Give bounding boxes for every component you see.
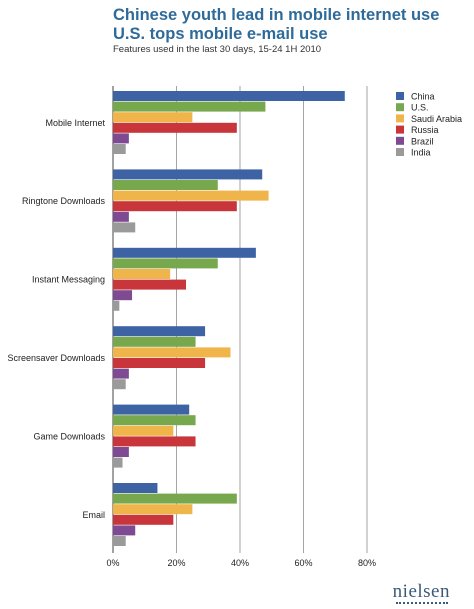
bar-china-3 <box>113 326 206 337</box>
legend-swatch <box>396 114 404 123</box>
bar-u-s--4 <box>113 415 196 426</box>
category-label: Mobile Internet <box>45 118 105 128</box>
bar-russia-2 <box>113 279 187 290</box>
bar-india-0 <box>113 144 126 154</box>
bar-china-0 <box>113 91 345 101</box>
bar-brazil-4 <box>113 447 129 457</box>
bar-saudi-arabia-5 <box>113 504 193 515</box>
bar-saudi-arabia-2 <box>113 269 171 279</box>
bar-u-s--3 <box>113 336 196 347</box>
bar-saudi-arabia-4 <box>113 425 174 436</box>
x-tick-label: 40% <box>231 558 249 568</box>
bar-india-2 <box>113 300 120 311</box>
chart-subtitle: Features used in the last 30 days, 15-24… <box>113 44 322 55</box>
x-tick-label: 20% <box>167 558 185 568</box>
bar-china-5 <box>113 483 158 493</box>
legend-label: Saudi Arabia <box>411 114 462 124</box>
bar-russia-5 <box>113 514 174 525</box>
chart-title: Chinese youth lead in mobile internet us… <box>113 6 468 44</box>
legend-label: India <box>411 148 431 158</box>
bar-u-s--1 <box>113 180 218 190</box>
logo-underline-dots <box>396 602 448 606</box>
title-line-1: Chinese youth lead in mobile internet us… <box>113 6 440 24</box>
bar-china-4 <box>113 404 190 415</box>
legend-label: Brazil <box>411 136 434 146</box>
bar-russia-1 <box>113 201 237 212</box>
legend-swatch <box>396 103 404 112</box>
bar-china-2 <box>113 247 256 258</box>
category-label: Instant Messaging <box>32 275 105 285</box>
x-tick-label: 60% <box>294 558 312 568</box>
legend-swatch <box>396 92 404 100</box>
bar-china-1 <box>113 169 263 180</box>
x-tick-label: 0% <box>106 558 119 568</box>
legend-swatch <box>396 125 404 134</box>
x-tick-label: 80% <box>358 558 376 568</box>
category-label: Screensaver Downloads <box>7 353 105 363</box>
bar-india-1 <box>113 222 136 233</box>
bar-russia-3 <box>113 358 206 368</box>
bar-saudi-arabia-3 <box>113 347 231 358</box>
bar-brazil-1 <box>113 211 129 222</box>
bar-india-5 <box>113 536 126 546</box>
bar-u-s--2 <box>113 258 218 269</box>
bar-saudi-arabia-0 <box>113 112 193 123</box>
nielsen-logo: nielsen <box>392 581 450 602</box>
bar-brazil-5 <box>113 525 136 536</box>
legend-label: Russia <box>411 125 439 135</box>
bar-saudi-arabia-1 <box>113 190 269 201</box>
bar-brazil-2 <box>113 290 133 301</box>
legend-label: U.S. <box>411 103 429 113</box>
title-line-2: U.S. tops mobile e-mail use <box>113 25 328 43</box>
bar-russia-0 <box>113 122 237 133</box>
bar-india-3 <box>113 379 126 390</box>
category-label: Game Downloads <box>33 431 105 441</box>
legend-swatch <box>396 148 404 156</box>
bar-india-4 <box>113 457 123 468</box>
bar-u-s--0 <box>113 101 266 112</box>
category-label: Email <box>82 510 105 520</box>
bar-russia-4 <box>113 436 196 447</box>
legend-label: China <box>411 92 435 102</box>
bar-brazil-3 <box>113 368 129 379</box>
category-label: Ringtone Downloads <box>22 196 106 206</box>
legend-swatch <box>396 136 404 145</box>
bar-brazil-0 <box>113 133 129 144</box>
bar-u-s--5 <box>113 493 237 504</box>
